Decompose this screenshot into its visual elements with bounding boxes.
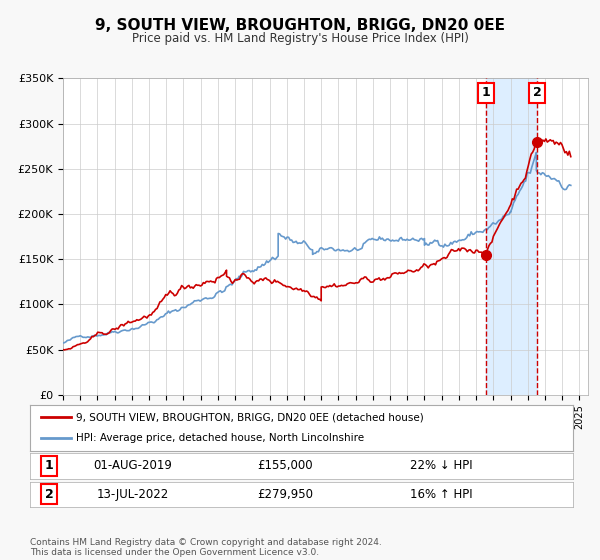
Text: 2: 2	[533, 86, 541, 99]
Text: £279,950: £279,950	[257, 488, 313, 501]
Bar	[486, 78, 537, 395]
Text: £155,000: £155,000	[257, 459, 313, 473]
Text: Contains HM Land Registry data © Crown copyright and database right 2024.
This d: Contains HM Land Registry data © Crown c…	[30, 538, 382, 557]
Text: 9, SOUTH VIEW, BROUGHTON, BRIGG, DN20 0EE (detached house): 9, SOUTH VIEW, BROUGHTON, BRIGG, DN20 0E…	[76, 412, 424, 422]
Text: 16% ↑ HPI: 16% ↑ HPI	[410, 488, 473, 501]
Text: 9, SOUTH VIEW, BROUGHTON, BRIGG, DN20 0EE: 9, SOUTH VIEW, BROUGHTON, BRIGG, DN20 0E…	[95, 18, 505, 33]
Text: 1: 1	[482, 86, 491, 99]
Text: HPI: Average price, detached house, North Lincolnshire: HPI: Average price, detached house, Nort…	[76, 433, 364, 444]
Text: 01-AUG-2019: 01-AUG-2019	[94, 459, 173, 473]
Text: 2: 2	[44, 488, 53, 501]
Text: 1: 1	[44, 459, 53, 473]
Text: Price paid vs. HM Land Registry's House Price Index (HPI): Price paid vs. HM Land Registry's House …	[131, 32, 469, 45]
Text: 22% ↓ HPI: 22% ↓ HPI	[410, 459, 473, 473]
Text: 13-JUL-2022: 13-JUL-2022	[97, 488, 169, 501]
